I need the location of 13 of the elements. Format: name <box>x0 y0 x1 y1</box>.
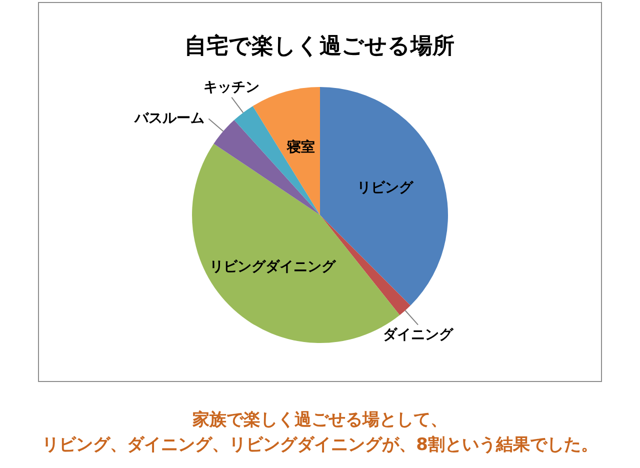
slice-label: ダイニング <box>383 326 454 343</box>
slice-label: 寝室 <box>286 138 315 156</box>
pie-slice <box>214 120 320 215</box>
pie-slice <box>320 215 411 316</box>
pie-slice <box>234 106 320 215</box>
text: 家族で楽しく過ごせる場として、 <box>192 409 448 432</box>
slice-label: バスルーム <box>134 110 205 127</box>
text: リビング、ダイニング、リビングダイニングが、8割という結果でした。 <box>41 434 599 457</box>
slice-label: リビングダイニング <box>209 258 336 275</box>
pie-slice <box>320 87 448 306</box>
slice-label: リビング <box>357 180 414 196</box>
chart-title: 自宅で楽しく過ごせる場所 <box>184 33 454 59</box>
slice-label: キッチン <box>204 79 260 96</box>
